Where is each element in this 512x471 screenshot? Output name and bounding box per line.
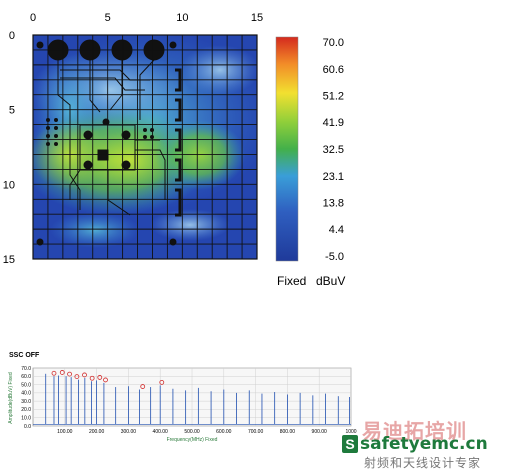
spectrum-y-tick: 40.0 (21, 391, 31, 397)
spectrum-x-tick: 800.00 (280, 429, 296, 435)
heatmap-y-tick: 5 (9, 105, 15, 117)
spectrum-x-tick: 400.00 (153, 429, 169, 435)
heatmap-x-tick-labels: 0 5 10 15 (30, 12, 263, 24)
colorbar-tick: 13.8 (323, 197, 344, 209)
watermark-badge: S (342, 435, 358, 453)
pcb-via (150, 128, 154, 132)
heatmap-y-tick: 15 (3, 254, 15, 266)
heatmap-field (33, 35, 257, 259)
pcb-via (54, 126, 58, 130)
colorbar-mode-label: Fixed (277, 274, 306, 288)
colorbar-tick: 32.5 (323, 144, 344, 156)
pcb-via (83, 130, 93, 140)
watermark-brand-cn: 易迪拓培训 (362, 419, 467, 443)
heatmap-x-tick: 15 (251, 12, 263, 24)
pcb-hole (169, 238, 177, 246)
spectrum-x-tick: 200.00 (89, 429, 105, 435)
colorbar-tick: 23.1 (323, 171, 344, 183)
spectrum-marker (103, 377, 108, 383)
spectrum-x-tick: 600.00 (216, 429, 232, 435)
colorbar-tick: 70.0 (323, 37, 344, 49)
heatmap-grid (33, 35, 257, 259)
spectrum-y-tick: 50.0 (21, 382, 31, 388)
spectrum-y-tick-labels: 70.0 60.0 50.0 40.0 30.0 20.0 10.0 0.0 (21, 366, 31, 430)
colorbar (275, 36, 299, 262)
heatmap-frame (32, 34, 258, 260)
spectrum-y-tick: 60.0 (21, 374, 31, 380)
pcb-via (143, 128, 147, 132)
pcb-pad (175, 158, 182, 182)
pcb-trace (60, 77, 145, 91)
pcb-pad (175, 128, 182, 152)
heatmap-y-tick-labels: 0 5 10 15 (3, 30, 15, 266)
spectrum-x-tick: 900.00 (312, 429, 328, 435)
pcb-hole (36, 238, 44, 246)
spectrum-marker (89, 375, 95, 381)
colorbar-tick: -5.0 (325, 251, 344, 263)
spectrum-figure: SSC OFF 70.060.050.040.030.020.010.00.0 … (8, 352, 357, 443)
colorbar-tick: 60.6 (323, 64, 344, 76)
spectrum-x-tick: 700.00 (248, 429, 264, 435)
pcb-via (143, 135, 147, 139)
pcb-via (54, 142, 58, 146)
pcb-chip (97, 149, 109, 161)
colorbar-tick-labels: 70.0 60.6 51.2 41.9 32.5 23.1 13.8 4.4 -5.0 (323, 37, 344, 263)
spectrum-marker (67, 371, 72, 377)
pcb-trace (57, 60, 81, 210)
spectrum-y-tick: 10.0 (21, 416, 31, 422)
spectrum-x-tick: 300.00 (121, 429, 137, 435)
pcb-via (83, 160, 93, 170)
spectrum-grid (33, 367, 352, 427)
spectrum-y-tick: 20.0 (21, 407, 31, 413)
heatmap-blob (150, 209, 230, 241)
spectrum-y-tick: 70.0 (21, 366, 31, 372)
spectrum-x-axis-label: Frequency(MHz) Fixed (167, 437, 218, 443)
pcb-trace (89, 60, 101, 113)
heatmap-y-tick: 10 (3, 179, 15, 191)
pcb-trace (69, 169, 81, 200)
spectrum-marker (59, 370, 65, 375)
colorbar-tick: 4.4 (329, 224, 344, 236)
heatmap-blob (50, 212, 140, 248)
spectrum-marker (51, 370, 57, 376)
pcb-via (54, 118, 58, 122)
heatmap-x-tick: 0 (30, 12, 36, 24)
watermark-brand: safetyemc.cn (360, 434, 488, 454)
heatmap-hotspot (155, 120, 245, 190)
spectrum-x-tick: 1000 (345, 429, 356, 435)
pcb-via (150, 135, 154, 139)
spectrum-x-tick: 500.00 (184, 429, 200, 435)
pcb-trace (135, 149, 166, 200)
spectrum-x-tick: 100.00 (57, 429, 73, 435)
heatmap-x-tick: 5 (105, 12, 111, 24)
heatmap-figure: 0 5 10 15 0 5 10 15 (3, 12, 346, 288)
spectrum-y-tick: 0.0 (24, 424, 31, 430)
spectrum-marker (74, 374, 80, 379)
watermark-tagline: 射频和天线设计专家 (364, 456, 482, 470)
pcb-hole (36, 41, 44, 49)
watermark-badge-letter: S (345, 436, 355, 452)
heatmap-x-tick: 10 (176, 12, 188, 24)
heatmap-blob (180, 45, 257, 95)
colorbar-unit-label: dBuV (316, 274, 345, 288)
pcb-via (54, 134, 58, 138)
heatmap-y-tick: 0 (9, 30, 15, 42)
spectrum-marker (140, 384, 146, 389)
pcb-via (121, 130, 131, 140)
spectrum-marker (97, 375, 103, 380)
colorbar-tick: 41.9 (323, 117, 344, 129)
spectrum-marker (159, 380, 165, 385)
spectrum-y-axis-label: Amplitude(dBuV) Fixed (8, 372, 14, 424)
spectrum-series (33, 373, 351, 425)
spectrum-title: SSC OFF (9, 352, 40, 359)
pcb-pad (175, 188, 182, 217)
watermark: S 易迪拓培训 safetyemc.cn 射频和天线设计专家 (340, 415, 512, 470)
pcb-via (121, 160, 131, 170)
pcb-hole (169, 41, 177, 49)
spectrum-x-tick-labels: 100.00 200.00 300.00 400.00 500.00 600.00 700.… (57, 429, 357, 435)
colorbar-tick: 51.2 (323, 91, 344, 103)
spectrum-marker (82, 372, 87, 378)
spectrum-y-tick: 30.0 (21, 399, 31, 405)
spectrum-markers (51, 370, 165, 389)
